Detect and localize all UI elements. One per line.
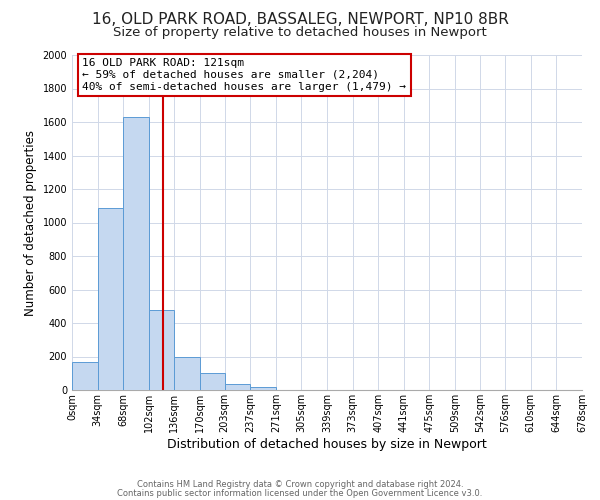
Bar — [149, 310, 175, 390]
X-axis label: Distribution of detached houses by size in Newport: Distribution of detached houses by size … — [167, 438, 487, 450]
Text: Size of property relative to detached houses in Newport: Size of property relative to detached ho… — [113, 26, 487, 39]
Text: 16, OLD PARK ROAD, BASSALEG, NEWPORT, NP10 8BR: 16, OLD PARK ROAD, BASSALEG, NEWPORT, NP… — [92, 12, 508, 28]
Bar — [175, 356, 200, 390]
Bar — [200, 373, 224, 390]
Bar — [72, 362, 98, 390]
Y-axis label: Number of detached properties: Number of detached properties — [24, 130, 37, 316]
Bar — [224, 384, 250, 390]
Text: Contains HM Land Registry data © Crown copyright and database right 2024.: Contains HM Land Registry data © Crown c… — [137, 480, 463, 489]
Text: Contains public sector information licensed under the Open Government Licence v3: Contains public sector information licen… — [118, 488, 482, 498]
Text: 16 OLD PARK ROAD: 121sqm
← 59% of detached houses are smaller (2,204)
40% of sem: 16 OLD PARK ROAD: 121sqm ← 59% of detach… — [82, 58, 406, 92]
Bar — [98, 208, 123, 390]
Bar — [250, 388, 276, 390]
Bar — [123, 117, 149, 390]
